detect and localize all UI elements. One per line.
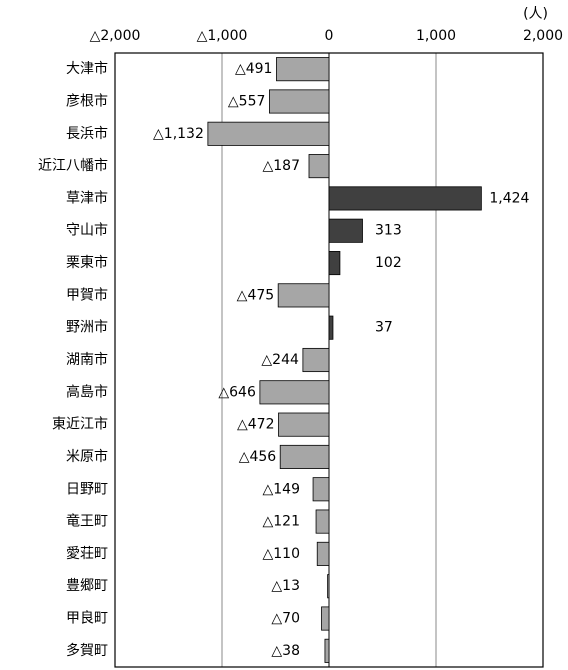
value-label: △475 <box>237 287 275 303</box>
bar <box>328 218 363 243</box>
value-label: 313 <box>375 223 402 239</box>
y-tick-label: 多賀町 <box>66 642 108 659</box>
bar <box>308 154 330 179</box>
value-label: △646 <box>218 384 256 400</box>
value-label: 1,424 <box>489 190 529 206</box>
y-tick-label: 湖南市 <box>66 351 108 368</box>
y-tick-label: 野洲市 <box>66 319 108 336</box>
y-tick-label: 日野町 <box>66 481 108 497</box>
y-tick-label: 竜王町 <box>66 513 108 530</box>
value-label: 37 <box>375 320 393 336</box>
value-label: △244 <box>261 352 299 368</box>
bar <box>269 89 330 114</box>
value-label: △472 <box>237 417 275 433</box>
y-tick-label: 近江八幡市 <box>38 157 108 174</box>
bar <box>328 251 341 276</box>
bar <box>259 380 330 405</box>
y-tick-label: 長浜市 <box>66 125 108 142</box>
value-label: △110 <box>263 546 301 562</box>
value-label: △149 <box>263 481 301 497</box>
bar <box>316 541 330 566</box>
y-tick-label: 草津市 <box>66 189 108 206</box>
value-label: △1,132 <box>153 126 204 142</box>
y-tick-label: 大津市 <box>66 60 108 77</box>
value-label: △121 <box>263 514 301 530</box>
bar <box>324 638 330 663</box>
value-label: △491 <box>235 61 273 77</box>
y-tick-label: 愛荘町 <box>66 546 108 562</box>
value-label: △187 <box>263 158 301 174</box>
unit-label: (人) <box>523 6 548 22</box>
x-tick-label: 2,000 <box>523 28 563 44</box>
x-tick-label: 0 <box>325 28 334 44</box>
bar <box>312 477 330 502</box>
value-label: △38 <box>271 643 300 659</box>
bar <box>328 315 334 340</box>
bar <box>207 121 330 146</box>
y-tick-label: 甲賀市 <box>66 286 108 303</box>
bar <box>278 412 330 437</box>
value-label: △70 <box>271 611 300 627</box>
x-tick-label: △1,000 <box>197 28 248 44</box>
y-tick-label: 彦根市 <box>66 92 108 109</box>
value-label: 102 <box>375 255 402 271</box>
x-tick-label: 1,000 <box>416 28 456 44</box>
y-tick-label: 東近江市 <box>52 416 108 433</box>
x-tick-label: △2,000 <box>90 28 141 44</box>
bar <box>276 57 330 82</box>
bar <box>321 606 330 631</box>
value-label: △13 <box>271 578 300 594</box>
y-tick-label: 米原市 <box>66 448 108 465</box>
value-label: △456 <box>239 449 277 465</box>
bar <box>327 574 330 599</box>
bar <box>328 186 482 211</box>
y-tick-label: 守山市 <box>66 222 108 239</box>
y-tick-label: 高島市 <box>66 383 108 400</box>
y-tick-label: 栗東市 <box>66 254 108 271</box>
bar <box>315 509 330 534</box>
bar <box>277 283 330 308</box>
bar <box>302 347 330 373</box>
bar <box>279 444 330 469</box>
y-tick-label: 甲良町 <box>66 611 108 627</box>
plot-frame <box>114 52 544 668</box>
y-tick-label: 豊郷町 <box>66 578 108 594</box>
value-label: △557 <box>228 93 266 109</box>
